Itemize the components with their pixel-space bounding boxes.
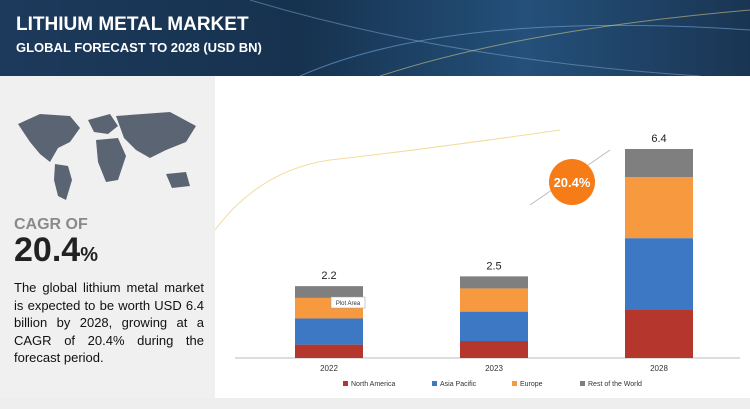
x-tick-label: 2022 (320, 364, 338, 373)
toolbar (0, 398, 750, 409)
legend-label: North America (351, 381, 395, 388)
header-decor (249, 0, 750, 76)
total-label: 2.5 (486, 260, 501, 272)
header: LITHIUM METAL MARKET GLOBAL FORECAST TO … (0, 0, 750, 76)
bar-segment (460, 288, 528, 312)
bar-segment (625, 177, 693, 239)
bar-segment (625, 238, 693, 310)
sidebar: CAGR OF 20.4% The global lithium metal m… (0, 76, 215, 409)
legend-swatch (432, 381, 437, 386)
total-label: 2.2 (321, 270, 336, 282)
cagr-value: 20.4% (14, 231, 98, 270)
bar-segment (295, 286, 363, 298)
legend-swatch (580, 381, 585, 386)
world-map (18, 112, 196, 200)
cagr-badge (549, 159, 595, 205)
legend-swatch (343, 381, 348, 386)
cagr-number: 20.4 (14, 231, 81, 269)
bar-segment (460, 341, 528, 358)
total-label: 6.4 (651, 133, 666, 145)
legend-label: Asia Pacific (440, 381, 477, 388)
description: The global lithium metal market is expec… (14, 280, 204, 365)
tooltip-box (330, 296, 366, 309)
cagr-label: CAGR OF (14, 216, 88, 233)
legend-label: Europe (520, 381, 543, 388)
bar-segment (460, 276, 528, 289)
decor-curve (214, 129, 561, 231)
legend-swatch (512, 381, 517, 386)
bar-segment (625, 309, 693, 358)
legend-label: Rest of the World (588, 381, 642, 388)
title: LITHIUM METAL MARKET (16, 14, 249, 35)
cagr-badge-text: 20.4% (554, 175, 591, 190)
x-tick-label: 2023 (485, 364, 503, 373)
subtitle: GLOBAL FORECAST TO 2028 (USD BN) (16, 40, 262, 55)
bar-segment (295, 344, 363, 358)
x-tick-label: 2028 (650, 364, 668, 373)
cagr-unit: % (80, 244, 98, 266)
bar-segment (295, 318, 363, 345)
bar-segment (460, 311, 528, 342)
tooltip-text: Plot Area (336, 301, 361, 307)
bar-segment (625, 149, 693, 178)
